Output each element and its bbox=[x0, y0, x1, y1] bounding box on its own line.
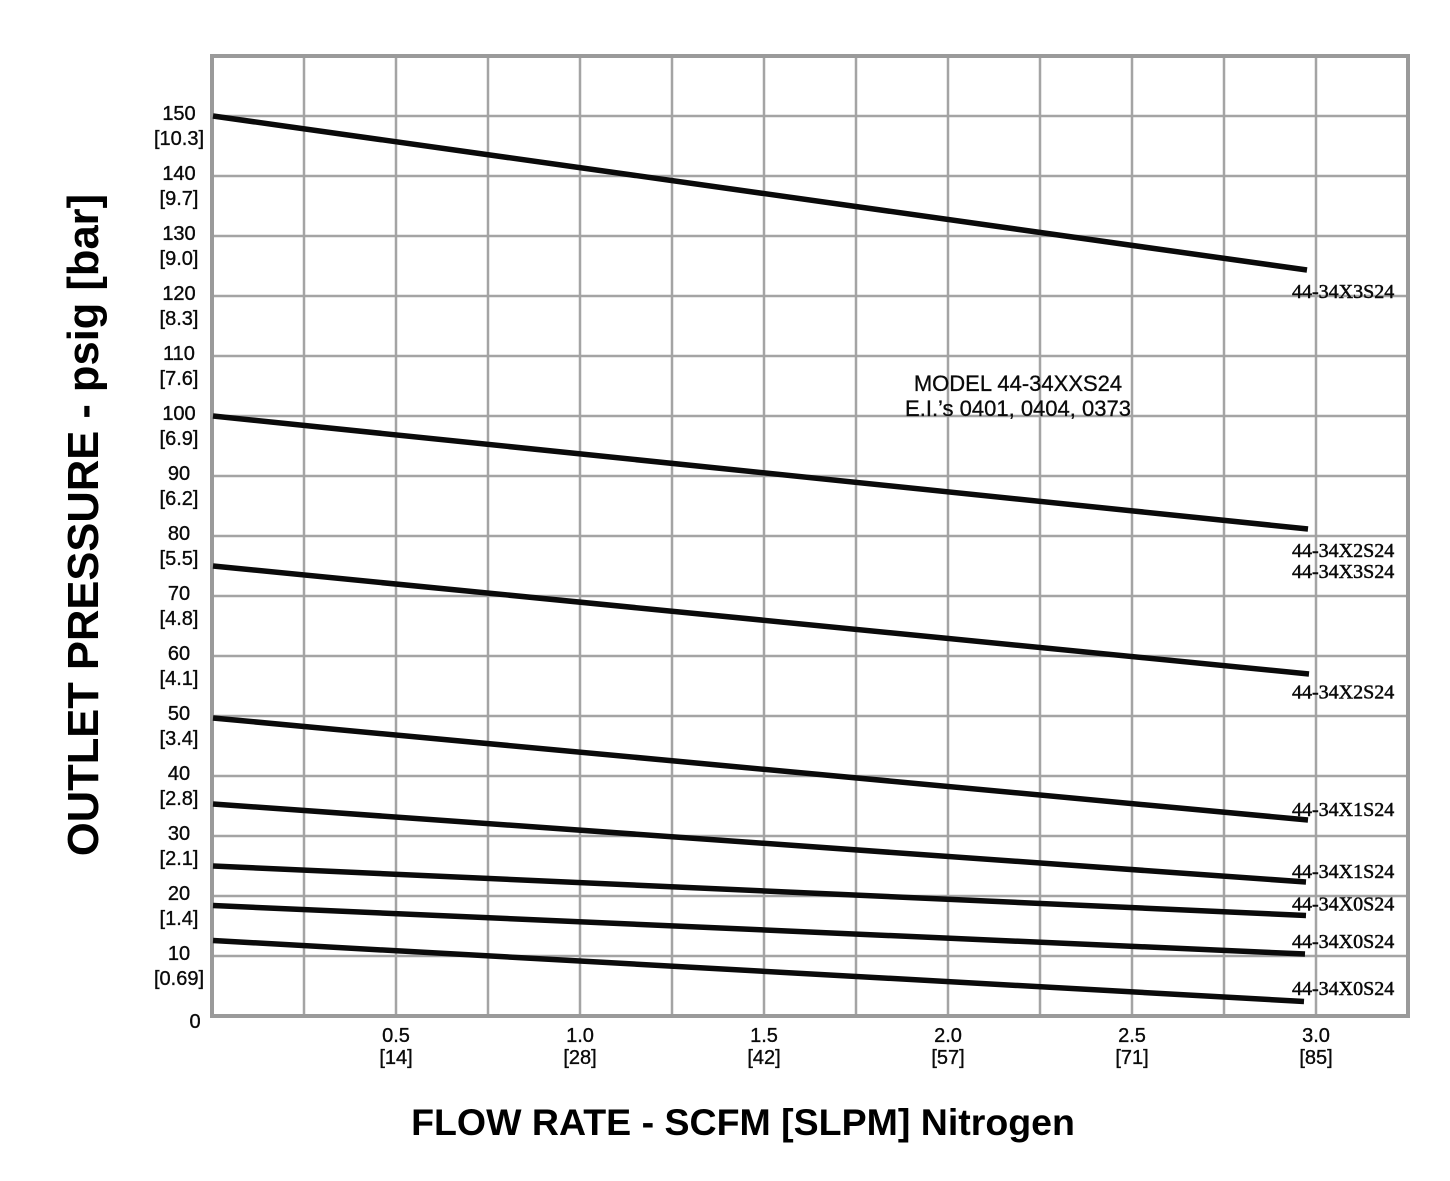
svg-text:44-34X1S24: 44-34X1S24 bbox=[1292, 861, 1394, 883]
svg-text:90: 90 bbox=[168, 463, 190, 485]
svg-text:140: 140 bbox=[162, 163, 195, 185]
svg-text:2.5: 2.5 bbox=[1118, 1025, 1146, 1047]
svg-text:[9.7]: [9.7] bbox=[160, 188, 199, 210]
svg-text:10: 10 bbox=[168, 943, 190, 965]
svg-text:40: 40 bbox=[168, 763, 190, 785]
svg-text:44-34X2S24: 44-34X2S24 bbox=[1292, 682, 1394, 704]
svg-text:[4.1]: [4.1] bbox=[160, 668, 199, 690]
svg-text:130: 130 bbox=[162, 223, 195, 245]
svg-text:2.0: 2.0 bbox=[934, 1025, 962, 1047]
svg-text:[10.3]: [10.3] bbox=[154, 128, 204, 150]
svg-text:60: 60 bbox=[168, 643, 190, 665]
svg-text:120: 120 bbox=[162, 283, 195, 305]
svg-text:[9.0]: [9.0] bbox=[160, 248, 199, 270]
svg-text:44-34X1S24: 44-34X1S24 bbox=[1292, 799, 1394, 821]
svg-text:44-34X3S24: 44-34X3S24 bbox=[1292, 561, 1394, 583]
svg-text:44-34X0S24: 44-34X0S24 bbox=[1292, 931, 1394, 953]
svg-text:[42]: [42] bbox=[747, 1047, 780, 1069]
svg-text:[8.3]: [8.3] bbox=[160, 308, 199, 330]
svg-text:44-34X2S24: 44-34X2S24 bbox=[1292, 540, 1394, 562]
svg-text:110: 110 bbox=[163, 343, 195, 365]
svg-text:[71]: [71] bbox=[1115, 1047, 1148, 1069]
svg-text:MODEL 44-34XXS24: MODEL 44-34XXS24 bbox=[914, 371, 1122, 396]
svg-text:44-34X3S24: 44-34X3S24 bbox=[1292, 281, 1394, 303]
svg-text:150: 150 bbox=[162, 103, 195, 125]
svg-text:E.I.’s 0401, 0404, 0373: E.I.’s 0401, 0404, 0373 bbox=[905, 396, 1131, 421]
svg-text:80: 80 bbox=[168, 523, 190, 545]
svg-text:44-34X0S24: 44-34X0S24 bbox=[1292, 894, 1394, 916]
svg-text:0: 0 bbox=[189, 1011, 200, 1033]
svg-text:[14]: [14] bbox=[379, 1047, 412, 1069]
svg-text:[0.69]: [0.69] bbox=[154, 968, 204, 990]
svg-text:20: 20 bbox=[168, 883, 190, 905]
svg-text:30: 30 bbox=[168, 823, 190, 845]
svg-text:[1.4]: [1.4] bbox=[160, 908, 199, 930]
svg-text:1.0: 1.0 bbox=[566, 1025, 594, 1047]
svg-text:50: 50 bbox=[168, 703, 190, 725]
svg-text:3.0: 3.0 bbox=[1302, 1025, 1330, 1047]
svg-text:100: 100 bbox=[162, 403, 195, 425]
svg-text:[6.9]: [6.9] bbox=[160, 428, 199, 450]
svg-text:OUTLET PRESSURE - psig [bar]: OUTLET PRESSURE - psig [bar] bbox=[60, 194, 108, 856]
svg-text:FLOW RATE - SCFM [SLPM] Nitrog: FLOW RATE - SCFM [SLPM] Nitrogen bbox=[411, 1101, 1075, 1143]
svg-text:0.5: 0.5 bbox=[382, 1025, 410, 1047]
svg-text:[7.6]: [7.6] bbox=[160, 368, 199, 390]
svg-text:[57]: [57] bbox=[931, 1047, 964, 1069]
svg-text:44-34X0S24: 44-34X0S24 bbox=[1292, 978, 1394, 1000]
svg-text:[2.1]: [2.1] bbox=[160, 848, 199, 870]
svg-text:70: 70 bbox=[168, 583, 190, 605]
svg-text:[6.2]: [6.2] bbox=[160, 488, 199, 510]
svg-text:[85]: [85] bbox=[1299, 1047, 1332, 1069]
svg-text:[4.8]: [4.8] bbox=[160, 608, 199, 630]
svg-text:[2.8]: [2.8] bbox=[160, 788, 199, 810]
svg-text:[28]: [28] bbox=[563, 1047, 596, 1069]
svg-text:[5.5]: [5.5] bbox=[160, 548, 199, 570]
svg-text:1.5: 1.5 bbox=[750, 1025, 778, 1047]
svg-text:[3.4]: [3.4] bbox=[160, 728, 199, 750]
